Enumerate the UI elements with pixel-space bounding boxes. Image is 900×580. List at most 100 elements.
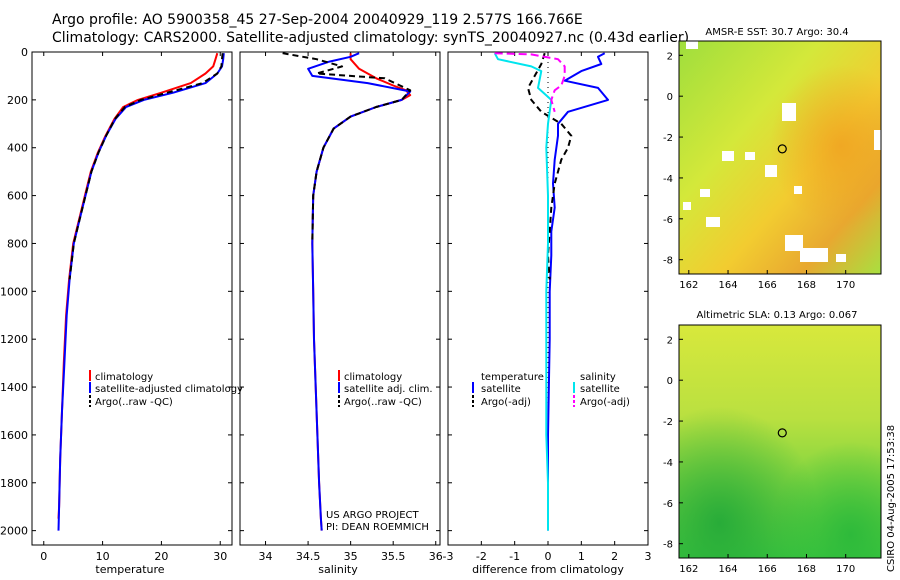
argo-float-marker (777, 428, 787, 438)
x-tick-label: 10 (96, 550, 110, 563)
series-line-temperature-satellite (547, 52, 609, 531)
sal-legend-satellite: satellite adj. clim. (344, 384, 433, 395)
map-y-tick-label: -2 (663, 417, 673, 428)
series-line-temperature-argo-adj- (527, 52, 573, 280)
salinity-legend: climatology satellite adj. clim. Argo(..… (338, 370, 433, 408)
sst-gap (785, 235, 803, 251)
series-line-argo-raw-qc- (282, 52, 412, 244)
sst-map: AMSR-E SST: 30.7 Argo: 30.4 162 164 166 168… (663, 27, 882, 291)
temperature-xlabel: temperature (95, 563, 164, 576)
pi-annotation: PI: DEAN ROEMMICH (326, 522, 429, 533)
y-tick-label: 800 (7, 237, 28, 250)
diff-legend-temp-argo: Argo(-adj) (481, 397, 531, 408)
x-tick-label: 34.5 (296, 550, 321, 563)
map-x-tick-label: 162 (679, 564, 698, 575)
temp-legend-argo: Argo(..raw -QC) (95, 397, 173, 408)
x-tick-label: 35 (344, 550, 358, 563)
map-y-tick-label: 0 (667, 376, 673, 387)
map-x-tick-label: 162 (679, 280, 698, 291)
series-line-satellite-adjusted-climatology (57, 53, 225, 531)
salinity-xlabel: salinity (318, 563, 358, 576)
sla-map-frame (678, 324, 882, 559)
map-y-tick-label: 0 (667, 92, 673, 103)
difference-panel: -3 -2 -1 0 1 2 3 difference from climatology t… (443, 51, 652, 576)
sla-map-low-se (679, 325, 881, 558)
sst-gap (836, 254, 846, 262)
y-tick-label: 1800 (0, 477, 28, 490)
y-tick-label: 200 (7, 94, 28, 107)
sla-map: Altimetric SLA: 0.13 Argo: 0.067 162 164 1… (663, 310, 882, 575)
series-line-argo-raw-qc- (68, 53, 224, 280)
sst-gap (686, 41, 698, 49)
diff-legend-temperature: temperature (481, 372, 544, 383)
y-tick-label: 400 (7, 142, 28, 155)
y-tick-label: 1200 (0, 333, 28, 346)
argo-float-marker (777, 144, 787, 154)
x-tick-label: 0 (40, 550, 47, 563)
map-y-tick-label: 2 (667, 335, 673, 346)
diff-legend-salinity: salinity (580, 372, 616, 383)
map-y-tick-label: -8 (663, 540, 673, 551)
project-annotation: US ARGO PROJECT (326, 510, 420, 521)
x-tick-label: 0 (545, 550, 552, 563)
map-y-tick-label: -2 (663, 133, 673, 144)
y-tick-label: 600 (7, 190, 28, 203)
map-y-tick-label: 2 (667, 51, 673, 62)
x-tick-label: 36 (429, 550, 443, 563)
map-y-tick-label: -6 (663, 499, 673, 510)
series-line-climatology (57, 52, 219, 519)
series-line-satellite-adj-clim- (307, 52, 412, 531)
timestamp-stamp: CSIRO 04-Aug-2005 17:53:38 (886, 425, 897, 572)
sst-gap (700, 189, 710, 197)
series-line-salinity-argo-adj- (494, 52, 566, 113)
x-tick-label: 3 (645, 550, 652, 563)
map-x-tick-label: 168 (797, 564, 816, 575)
x-tick-label: -2 (476, 550, 487, 563)
temperature-panel: 0 10 20 30 0 200 400 600 800 1000 1200 1400 1600 1800… (0, 46, 243, 576)
temp-legend-satellite: satellite-adjusted climatology (95, 384, 243, 395)
map-y-tick-label: -4 (663, 458, 673, 469)
sst-gap (706, 217, 720, 227)
sst-map-title: AMSR-E SST: 30.7 Argo: 30.4 (705, 27, 848, 38)
x-tick-label: 20 (154, 550, 168, 563)
map-x-tick-label: 166 (758, 280, 777, 291)
map-x-tick-label: 164 (718, 564, 737, 575)
map-y-tick-label: -8 (663, 256, 673, 267)
difference-xlabel: difference from climatology (472, 563, 624, 576)
x-tick-label: 2 (611, 550, 618, 563)
sst-map-gaps (683, 41, 881, 262)
y-tick-label: 1400 (0, 381, 28, 394)
y-tick-label: 1000 (0, 285, 28, 298)
sst-gap (800, 248, 828, 262)
salinity-frame (239, 51, 441, 546)
sst-gap (874, 130, 881, 150)
x-tick-label: 34 (259, 550, 273, 563)
sla-map-title: Altimetric SLA: 0.13 Argo: 0.067 (697, 310, 858, 321)
y-tick-label: 2000 (0, 525, 28, 538)
map-y-tick-label: -4 (663, 174, 673, 185)
diff-legend-sal-satellite: satellite (580, 384, 620, 395)
series-line-climatology (311, 53, 412, 531)
sst-gap (745, 152, 755, 160)
map-x-tick-label: 168 (797, 280, 816, 291)
sst-map-frame (678, 40, 882, 275)
sal-legend-argo: Argo(..raw -QC) (344, 397, 422, 408)
sal-legend-climatology: climatology (344, 372, 402, 383)
map-y-tick-label: -6 (663, 215, 673, 226)
temperature-frame (31, 51, 233, 546)
x-tick-label: -3 (443, 550, 454, 563)
x-tick-label: 30 (213, 550, 227, 563)
salinity-panel: 34 34.5 35 35.5 36 salinity climatology sate… (239, 51, 443, 576)
map-x-tick-label: 166 (758, 564, 777, 575)
sst-gap (765, 165, 777, 177)
figure-title-line2: Climatology: CARS2000. Satellite-adjuste… (52, 30, 690, 46)
diff-legend-sal-argo: Argo(-adj) (580, 397, 630, 408)
difference-legend: temperature satellite Argo(-adj) salinit… (472, 372, 630, 408)
series-line-salinity-satellite (493, 52, 553, 531)
map-x-tick-label: 164 (718, 280, 737, 291)
temp-legend-climatology: climatology (95, 372, 153, 383)
y-tick-label: 0 (21, 46, 28, 59)
diff-legend-temp-satellite: satellite (481, 384, 521, 395)
x-tick-label: 35.5 (381, 550, 406, 563)
